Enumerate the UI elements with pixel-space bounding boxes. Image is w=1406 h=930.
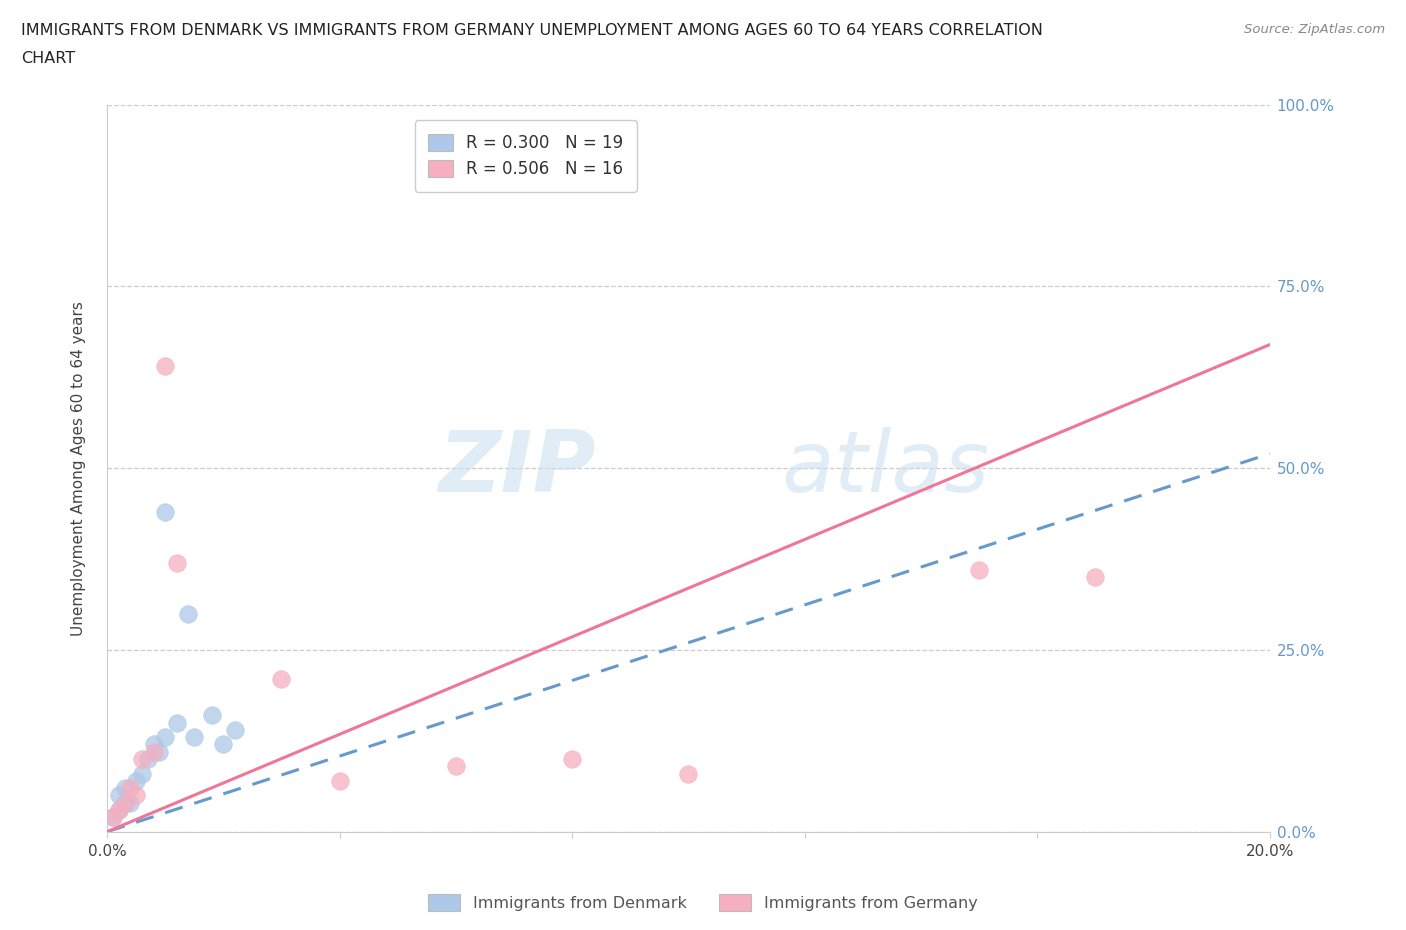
Point [166,715,188,730]
Point [155,359,177,374]
Point [101,810,124,825]
Point [142,744,165,759]
Text: CHART: CHART [21,51,75,66]
Point [131,766,153,781]
Y-axis label: Unemployment Among Ages 60 to 64 years: Unemployment Among Ages 60 to 64 years [72,300,86,635]
Point [131,751,153,766]
Point [155,504,177,519]
Point [444,759,467,774]
Text: Source: ZipAtlas.com: Source: ZipAtlas.com [1244,23,1385,36]
Point [120,780,142,795]
Point [107,803,129,817]
Point [224,723,246,737]
Point [201,708,224,723]
Point [136,751,159,766]
Point [183,730,205,745]
Point [114,795,136,810]
Text: ZIP: ZIP [437,427,595,510]
Point [678,766,700,781]
Point [107,803,129,817]
Point [142,737,165,751]
Point [120,795,142,810]
Point [114,780,136,795]
Text: IMMIGRANTS FROM DENMARK VS IMMIGRANTS FROM GERMANY UNEMPLOYMENT AMONG AGES 60 TO: IMMIGRANTS FROM DENMARK VS IMMIGRANTS FR… [21,23,1043,38]
Point [212,737,235,751]
Point [107,788,129,803]
Point [561,751,583,766]
Point [177,606,200,621]
Point [148,744,170,759]
Legend: R = 0.300   N = 19, R = 0.506   N = 16: R = 0.300 N = 19, R = 0.506 N = 16 [415,120,637,192]
Point [166,555,188,570]
Point [114,795,136,810]
Point [1084,570,1107,585]
Point [125,788,148,803]
Legend: Immigrants from Denmark, Immigrants from Germany: Immigrants from Denmark, Immigrants from… [422,888,984,917]
Point [125,774,148,789]
Point [329,774,352,789]
Text: atlas: atlas [782,427,990,510]
Point [155,730,177,745]
Point [270,671,292,686]
Point [967,563,990,578]
Point [101,810,124,825]
